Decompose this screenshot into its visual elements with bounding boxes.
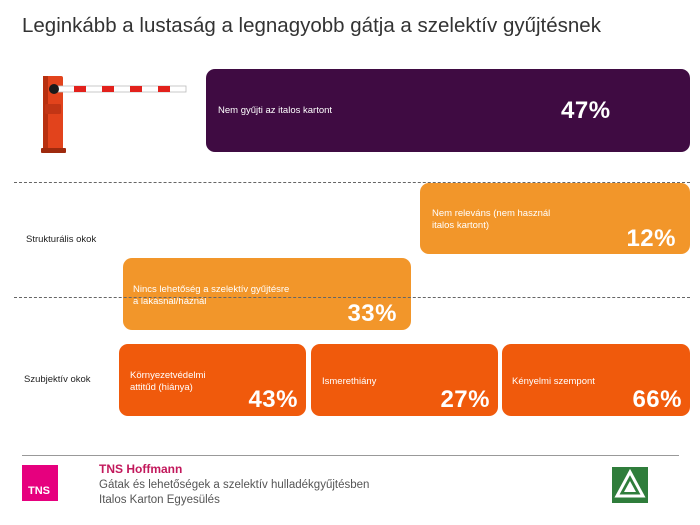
- box-kenyelmi: Kényelmi szempont 66%: [502, 344, 690, 416]
- section-label-szubjektiv: Szubjektív okok: [24, 374, 91, 385]
- box-value: 27%: [440, 386, 490, 413]
- box-kornyezetvedelmi: Környezetvédelmi attitűd (hiánya) 43%: [119, 344, 306, 416]
- ike-logo: [612, 467, 648, 503]
- divider-1: [14, 182, 690, 183]
- box-label: Ismerethiány: [322, 376, 377, 387]
- section-label-strukturalis: Strukturális okok: [26, 234, 97, 245]
- recycle-triangle-icon: [614, 468, 646, 498]
- page-title: Leginkább a lustaság a legnagyobb gátja …: [22, 14, 601, 37]
- box-label: Nem gyűjti az italos kartont: [218, 105, 333, 116]
- box-nem-relevans: Nem releváns (nem használ italos kartont…: [420, 183, 690, 254]
- footer-subtitle: Gátak és lehetőségek a szelektív hulladé…: [99, 479, 370, 491]
- box-label: Nem releváns (nem használ italos kartont…: [432, 208, 551, 231]
- box-ismerethiany: Ismerethiány 27%: [311, 344, 498, 416]
- footer-divider: [22, 455, 679, 456]
- divider-2: [14, 297, 690, 298]
- box-value: 47%: [561, 97, 611, 124]
- tns-logo: TNS: [22, 465, 58, 501]
- box-value: 43%: [248, 386, 298, 413]
- box-value: 12%: [626, 225, 676, 252]
- barrier-gate-illustration: [41, 76, 187, 153]
- tns-logo-text: TNS: [28, 485, 50, 497]
- footer-brand: TNS Hoffmann: [99, 462, 183, 476]
- box-value: 66%: [632, 386, 682, 413]
- box-nem-gyujti: Nem gyűjti az italos kartont 47%: [206, 69, 690, 152]
- box-label: Kényelmi szempont: [512, 376, 595, 387]
- footer-client: Italos Karton Egyesülés: [99, 494, 220, 506]
- box-label: Nincs lehetőség a szelektív gyűjtésre a …: [133, 284, 290, 307]
- box-nincs-lehetoseg: Nincs lehetőség a szelektív gyűjtésre a …: [123, 258, 411, 330]
- box-label: Környezetvédelmi attitűd (hiánya): [130, 370, 206, 393]
- box-value: 33%: [347, 300, 397, 327]
